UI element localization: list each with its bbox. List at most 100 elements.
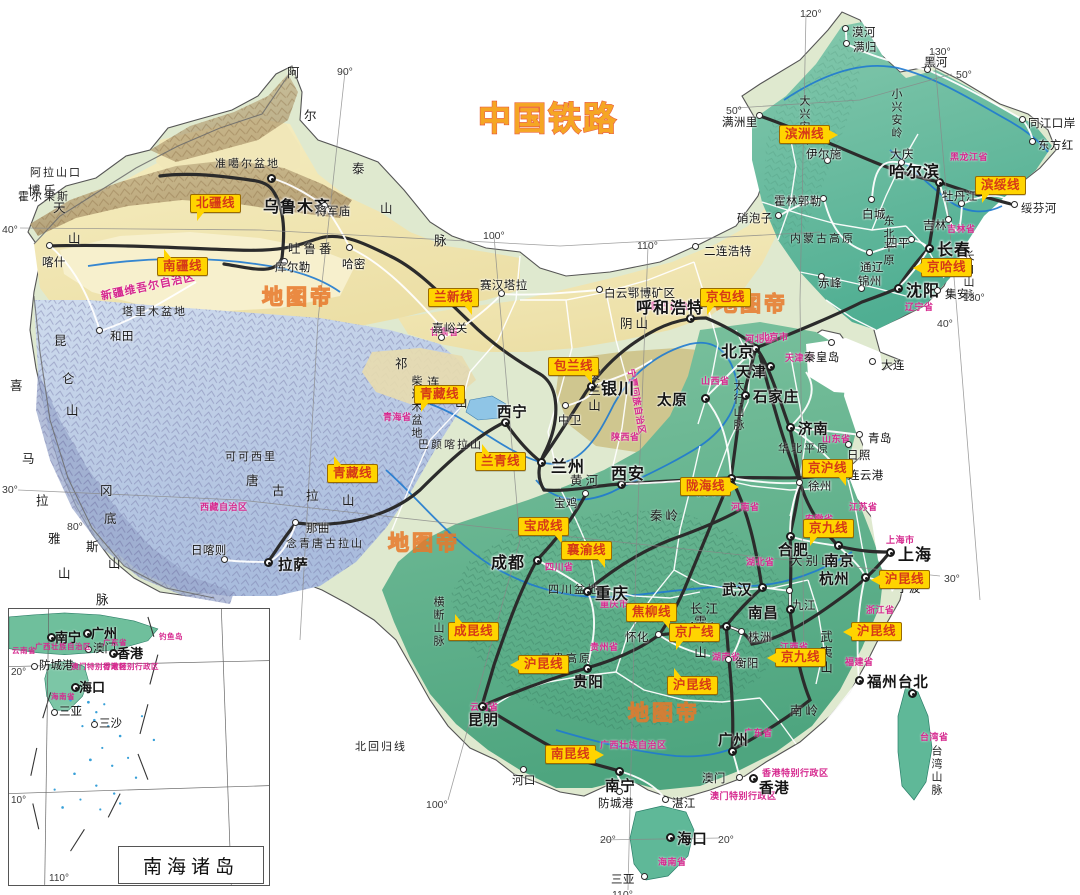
railway-line-label[interactable]: 南昆线: [545, 745, 605, 764]
railway-line-label[interactable]: 青藏线: [327, 456, 379, 483]
city-dot-icon: [701, 394, 710, 403]
inset-city-label[interactable]: 南宁: [55, 630, 82, 645]
city-dot-icon: [894, 284, 903, 293]
railway-line-label[interactable]: 沪昆线: [871, 570, 931, 589]
graticule-degree-label: 120°: [800, 8, 822, 20]
railway-line-label[interactable]: 沪昆线: [510, 655, 570, 674]
railway-line-label[interactable]: 京广线: [669, 623, 721, 650]
railway-line-label[interactable]: 宝成线: [518, 517, 570, 544]
railway-line-label[interactable]: 京哈线: [913, 258, 973, 277]
city-dot-icon: [925, 244, 934, 253]
yellow-sea: [862, 398, 980, 592]
inset-province-label: 广西壮族自治区: [35, 642, 91, 651]
railway-line-label[interactable]: 京九线: [767, 648, 827, 667]
geo-feature-label: 马: [22, 452, 38, 466]
province-label: 青海省: [383, 412, 412, 422]
city-name-label: 乌鲁木齐: [263, 199, 332, 216]
city-name-label: 大庆: [890, 149, 914, 161]
inset-city-label[interactable]: 三亚: [59, 706, 82, 718]
region-inner-mongolia: [398, 204, 778, 352]
callout-pointer-icon: [982, 193, 990, 203]
geo-feature-label: 阿拉山口: [30, 167, 82, 179]
railway-line-label[interactable]: 焦柳线: [626, 603, 678, 630]
geo-feature-label: 长江: [690, 602, 722, 616]
railway-line-label[interactable]: 包兰线: [548, 357, 600, 384]
geo-feature-label: 古: [272, 484, 288, 498]
railway-line-label[interactable]: 兰新线: [428, 288, 480, 315]
railway-line-label[interactable]: 沪昆线: [667, 668, 719, 695]
city-name-label: 成都: [491, 555, 526, 572]
city-dot-icon: [501, 418, 510, 427]
city-name-label: 漠河: [852, 27, 876, 39]
graticule-degree-label: 80°: [67, 521, 83, 533]
geo-feature-label: 昆: [54, 334, 70, 348]
city-name-label: 河口: [512, 775, 536, 787]
geo-feature-label: 四川盆地: [548, 584, 600, 596]
railway-line-name: 陇海线: [686, 479, 726, 493]
city-dot-icon: [520, 766, 527, 773]
city-dot-icon: [562, 402, 569, 409]
city-dot-icon: [858, 285, 865, 292]
city-name-label: 赛汉塔拉: [480, 280, 528, 292]
city-dot-icon: [751, 344, 760, 353]
city-name-label: 宁波: [897, 583, 921, 595]
inset-title: 南海诸岛: [118, 846, 264, 884]
railway-line-name: 北疆线: [196, 196, 236, 210]
callout-pointer-icon: [595, 750, 605, 760]
railway-line-label[interactable]: 青藏线: [414, 385, 466, 412]
railway-line-label[interactable]: 滨绥线: [975, 176, 1027, 203]
pearl-river: [555, 729, 741, 758]
inset-city-label[interactable]: 香港: [117, 646, 144, 661]
railway-line-label[interactable]: 成昆线: [448, 614, 500, 641]
geo-feature-label: 山: [66, 404, 82, 418]
geo-feature-label: 雅: [48, 532, 64, 546]
railway-line-label[interactable]: 京沪线: [802, 459, 854, 486]
city-dot-icon: [617, 480, 626, 489]
inset-province-label: 香港特别行政区: [103, 662, 159, 671]
city-dot-icon: [738, 628, 745, 635]
railway-line-label[interactable]: 陇海线: [680, 477, 740, 496]
geo-feature-label: 底: [104, 512, 120, 526]
city-name-label: 通辽: [860, 262, 884, 274]
city-name-label: 东方红: [1038, 140, 1074, 152]
railway-line-label[interactable]: 兰青线: [475, 444, 527, 471]
railway-line-label[interactable]: 滨洲线: [779, 125, 839, 144]
geo-feature-label: 黄河: [570, 474, 602, 488]
inset-city-label[interactable]: 广州: [91, 626, 118, 641]
city-name-label: 三亚: [611, 874, 635, 886]
railway-xiangyu: [585, 508, 742, 593]
railway-baolan: [538, 316, 708, 464]
city-dot-icon: [582, 490, 589, 497]
railway-line-label[interactable]: 襄渝线: [561, 541, 613, 568]
city-name-label: 株洲: [748, 632, 772, 644]
railway-line-name: 京哈线: [927, 260, 967, 274]
inset-city-label[interactable]: 三沙: [99, 718, 122, 730]
railway-line-label[interactable]: 京包线: [700, 288, 752, 315]
inset-city-label[interactable]: 海口: [79, 680, 106, 695]
city-name-label: 衡阳: [735, 658, 759, 670]
geo-feature-label: 博乐: [28, 184, 60, 198]
inset-city-label[interactable]: 防城港: [39, 660, 74, 672]
callout-pointer-icon: [707, 305, 715, 315]
railway-qingzang: [266, 420, 507, 564]
inset-map-south-china-sea[interactable]: 南宁 广州 澳门 香港 防城港 海口 三亚 三沙 云南省 广西壮族自治区 广东省 澳门特别行政区 香港特…: [8, 608, 270, 886]
city-dot-icon: [346, 244, 353, 251]
city-name-label: 日喀则: [191, 545, 227, 557]
city-dot-icon: [666, 833, 675, 842]
railway-line-label[interactable]: 京九线: [803, 519, 855, 546]
railway-line-name: 南疆线: [163, 259, 203, 273]
railway-line-label[interactable]: 沪昆线: [843, 622, 903, 641]
railway-line-label[interactable]: 北疆线: [190, 194, 242, 221]
city-dot-icon: [662, 796, 669, 803]
callout-pointer-icon: [871, 575, 880, 585]
geo-feature-label: 冈: [100, 484, 116, 498]
railway-line-label[interactable]: 南疆线: [157, 249, 209, 276]
city-dot-icon: [741, 391, 750, 400]
graticule-degree-label: 100°: [426, 799, 448, 811]
province-label: 福建省: [845, 657, 874, 667]
city-name-label: 海口: [677, 832, 708, 848]
city-dot-icon: [945, 216, 952, 223]
inset-city-label[interactable]: 澳门: [93, 643, 116, 655]
callout-pointer-icon: [730, 482, 740, 492]
city-name-label: 重庆: [595, 586, 630, 603]
